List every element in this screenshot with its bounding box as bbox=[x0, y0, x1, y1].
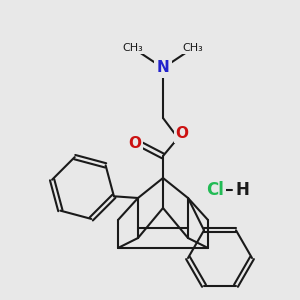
Text: CH₃: CH₃ bbox=[123, 43, 143, 53]
Text: H: H bbox=[235, 181, 249, 199]
Text: Cl: Cl bbox=[206, 181, 224, 199]
Text: CH₃: CH₃ bbox=[183, 43, 203, 53]
Text: O: O bbox=[128, 136, 142, 151]
Text: N: N bbox=[157, 61, 169, 76]
Text: O: O bbox=[176, 127, 188, 142]
